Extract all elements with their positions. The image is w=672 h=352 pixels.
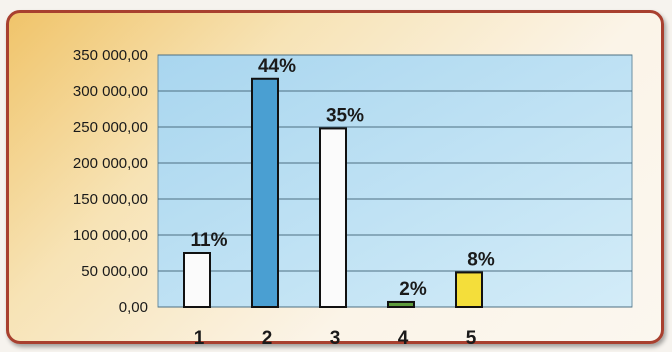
data-label: 2% <box>399 279 427 300</box>
y-tick-label: 100 000,00 <box>73 227 148 244</box>
bar-5 <box>455 271 483 309</box>
x-category-label: 4 <box>398 328 409 349</box>
data-label: 35% <box>326 105 364 126</box>
y-tick-label: 0,00 <box>119 299 148 316</box>
bars <box>183 77 483 309</box>
bar-2 <box>251 77 279 309</box>
x-category-label: 1 <box>194 328 205 349</box>
y-axis-ticks: 0,00 50 000,00 100 000,00 150 000,00 200 000… <box>73 47 148 316</box>
y-tick-label: 150 000,00 <box>73 191 148 208</box>
data-label: 44% <box>258 56 296 77</box>
x-category-label: 3 <box>330 328 341 349</box>
y-tick-label: 200 000,00 <box>73 155 148 172</box>
y-tick-label: 300 000,00 <box>73 83 148 100</box>
bar-3 <box>319 127 347 308</box>
data-labels: 11% 44% 35% 2% 8% <box>191 56 495 300</box>
gridlines <box>158 54 632 308</box>
x-category-label: 2 <box>262 328 273 349</box>
y-tick-label: 250 000,00 <box>73 119 148 136</box>
bar-4 <box>387 300 415 308</box>
x-axis-labels: 1 2 3 4 5 <box>194 328 477 349</box>
data-label: 11% <box>191 230 228 251</box>
bar-1 <box>183 252 211 308</box>
y-tick-label: 50 000,00 <box>81 263 148 280</box>
y-tick-label: 350 000,00 <box>73 47 148 64</box>
plot-area <box>157 54 633 308</box>
data-label: 8% <box>467 249 495 270</box>
x-category-label: 5 <box>466 328 477 349</box>
